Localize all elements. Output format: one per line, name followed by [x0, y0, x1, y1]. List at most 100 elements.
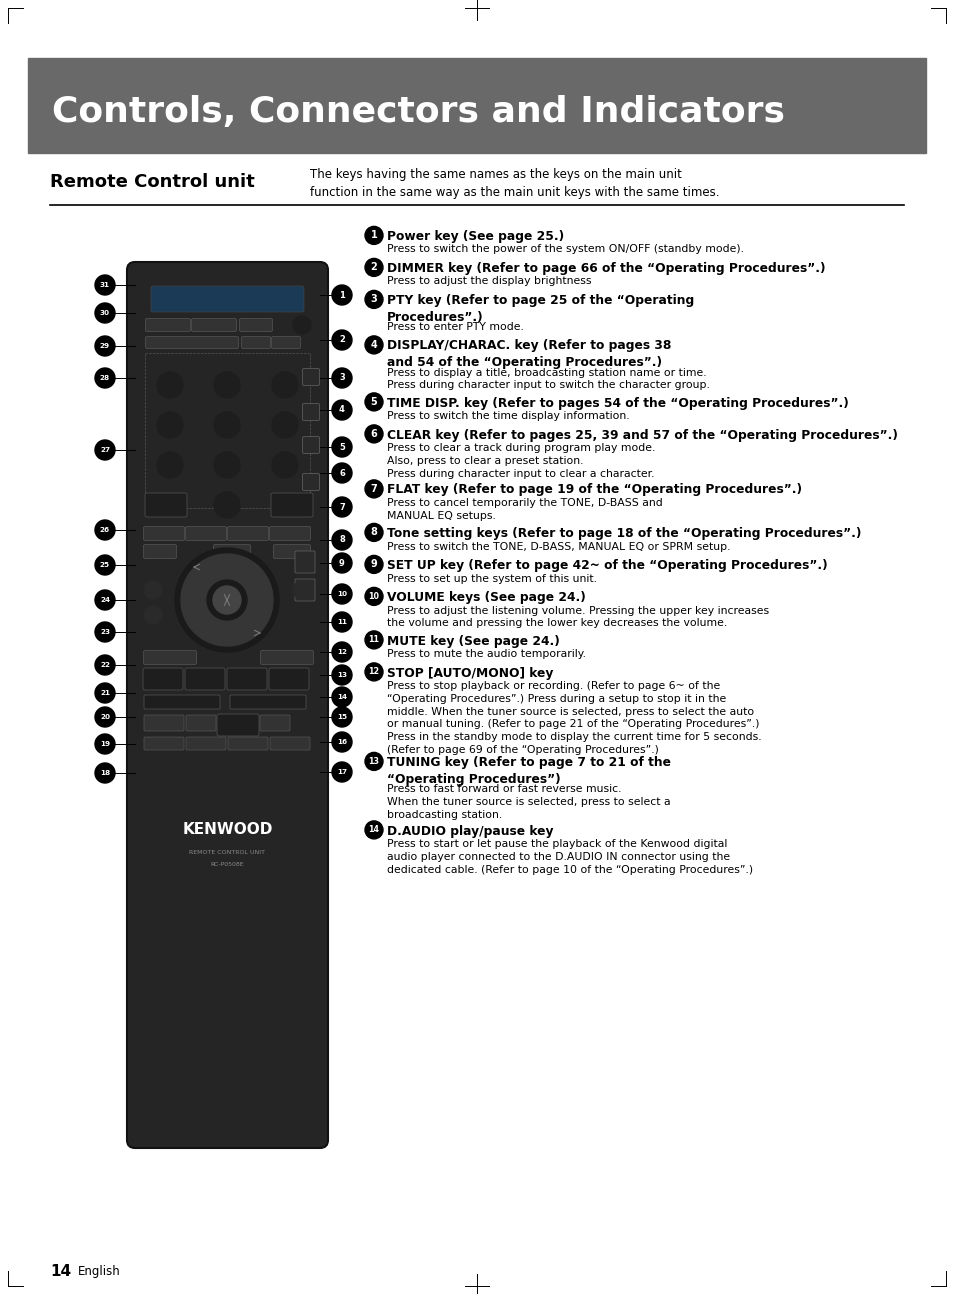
Circle shape [144, 581, 162, 599]
Circle shape [365, 424, 382, 443]
Circle shape [332, 400, 352, 421]
Circle shape [272, 371, 297, 399]
Text: Press to stop playback or recording. (Refer to page 6~ of the
“Operating Procedu: Press to stop playback or recording. (Re… [387, 681, 760, 754]
FancyBboxPatch shape [185, 668, 225, 690]
FancyBboxPatch shape [302, 404, 319, 421]
Text: Tone setting keys (Refer to page 18 of the “Operating Procedures”.): Tone setting keys (Refer to page 18 of t… [387, 527, 861, 540]
FancyBboxPatch shape [213, 545, 251, 559]
Text: 23: 23 [100, 629, 110, 635]
Circle shape [95, 590, 115, 609]
Circle shape [95, 555, 115, 575]
Text: 5: 5 [338, 443, 345, 452]
Circle shape [213, 586, 241, 613]
FancyBboxPatch shape [228, 738, 268, 751]
Text: 7: 7 [338, 502, 345, 511]
Circle shape [332, 531, 352, 550]
Text: 10: 10 [336, 591, 347, 597]
Text: Controls, Connectors and Indicators: Controls, Connectors and Indicators [52, 96, 784, 129]
Circle shape [207, 580, 247, 620]
Circle shape [95, 367, 115, 388]
Text: STOP [AUTO/MONO] key: STOP [AUTO/MONO] key [387, 666, 553, 679]
Circle shape [365, 393, 382, 411]
Circle shape [213, 492, 240, 518]
FancyBboxPatch shape [230, 695, 306, 709]
Circle shape [332, 612, 352, 631]
Text: 30: 30 [100, 311, 110, 316]
Circle shape [181, 554, 273, 646]
Text: 7: 7 [370, 484, 377, 494]
Text: 21: 21 [100, 690, 110, 696]
Text: 22: 22 [100, 663, 110, 668]
Circle shape [144, 606, 162, 624]
Circle shape [365, 631, 382, 648]
Text: 8: 8 [338, 536, 345, 545]
Text: 24: 24 [100, 597, 110, 603]
Circle shape [213, 371, 240, 399]
Text: Press to adjust the display brightness: Press to adjust the display brightness [387, 277, 591, 286]
Text: 25: 25 [100, 562, 110, 568]
Circle shape [157, 452, 183, 477]
Text: 26: 26 [100, 527, 110, 533]
Text: 1: 1 [370, 230, 377, 241]
Circle shape [332, 762, 352, 782]
Text: 27: 27 [100, 446, 110, 453]
Text: 1: 1 [338, 290, 345, 299]
Text: TIME DISP. key (Refer to pages 54 of the “Operating Procedures”.): TIME DISP. key (Refer to pages 54 of the… [387, 396, 848, 409]
FancyBboxPatch shape [186, 738, 226, 751]
Text: PTY key (Refer to page 25 of the “Operating
Procedures”.): PTY key (Refer to page 25 of the “Operat… [387, 294, 694, 324]
Circle shape [157, 411, 183, 437]
FancyBboxPatch shape [239, 318, 273, 331]
Circle shape [365, 290, 382, 308]
Text: Press to switch the power of the system ON/OFF (standby mode).: Press to switch the power of the system … [387, 245, 743, 255]
Text: 28: 28 [100, 375, 110, 380]
Circle shape [365, 820, 382, 839]
FancyBboxPatch shape [294, 551, 314, 573]
Text: 11: 11 [368, 635, 379, 644]
Circle shape [95, 734, 115, 754]
Text: 31: 31 [100, 282, 110, 289]
Circle shape [365, 523, 382, 541]
Circle shape [365, 752, 382, 770]
FancyBboxPatch shape [146, 336, 238, 348]
Circle shape [332, 437, 352, 457]
Circle shape [95, 276, 115, 295]
Text: 6: 6 [370, 428, 377, 439]
Text: 9: 9 [370, 559, 377, 569]
Text: 8: 8 [370, 528, 377, 537]
Circle shape [332, 584, 352, 604]
Circle shape [365, 226, 382, 245]
Text: 14: 14 [336, 694, 347, 700]
Text: SET UP key (Refer to page 42~ of the “Operating Procedures”.): SET UP key (Refer to page 42~ of the “Op… [387, 559, 827, 572]
Text: Power key (See page 25.): Power key (See page 25.) [387, 230, 563, 243]
FancyBboxPatch shape [272, 336, 300, 348]
Text: 11: 11 [336, 619, 347, 625]
Text: 3: 3 [370, 295, 377, 304]
Circle shape [332, 285, 352, 305]
Text: MUTE key (See page 24.): MUTE key (See page 24.) [387, 634, 559, 647]
Circle shape [95, 683, 115, 703]
Circle shape [157, 371, 183, 399]
Text: Press to enter PTY mode.: Press to enter PTY mode. [387, 322, 523, 333]
FancyBboxPatch shape [127, 261, 328, 1148]
Text: KENWOOD: KENWOOD [182, 823, 273, 837]
FancyBboxPatch shape [146, 318, 191, 331]
FancyBboxPatch shape [241, 336, 271, 348]
FancyBboxPatch shape [271, 493, 313, 518]
Text: Press to display a title, broadcasting station name or time.
Press during charac: Press to display a title, broadcasting s… [387, 367, 709, 391]
Text: 5: 5 [370, 397, 377, 406]
Circle shape [332, 553, 352, 573]
Circle shape [95, 303, 115, 324]
FancyBboxPatch shape [294, 578, 314, 600]
Circle shape [293, 581, 311, 599]
Text: 13: 13 [368, 757, 379, 766]
FancyBboxPatch shape [269, 668, 309, 690]
FancyBboxPatch shape [270, 738, 310, 751]
Text: DIMMER key (Refer to page 66 of the “Operating Procedures”.): DIMMER key (Refer to page 66 of the “Ope… [387, 261, 824, 276]
Text: DISPLAY/CHARAC. key (Refer to pages 38
and 54 of the “Operating Procedures”.): DISPLAY/CHARAC. key (Refer to pages 38 a… [387, 339, 671, 369]
FancyBboxPatch shape [151, 286, 304, 312]
Text: 10: 10 [368, 591, 379, 600]
Text: Press to clear a track during program play mode.
Also, press to clear a preset s: Press to clear a track during program pl… [387, 443, 655, 479]
Text: 16: 16 [336, 739, 347, 745]
Text: 15: 15 [336, 714, 347, 719]
Circle shape [365, 336, 382, 353]
